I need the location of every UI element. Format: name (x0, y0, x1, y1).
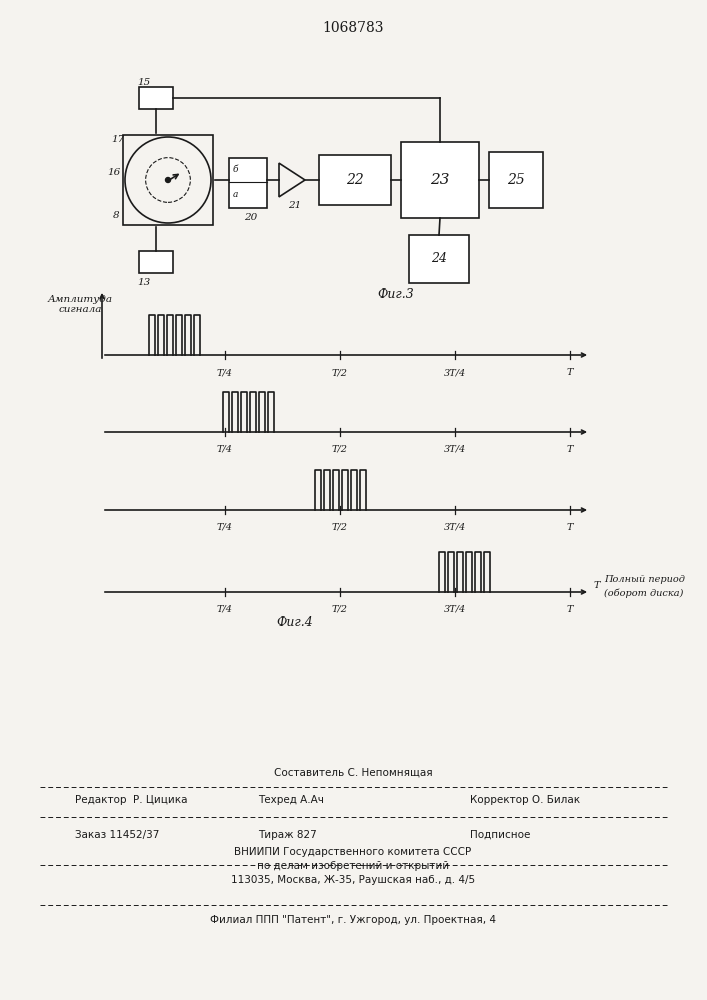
Text: 113035, Москва, Ж-35, Раушская наб., д. 4/5: 113035, Москва, Ж-35, Раушская наб., д. … (231, 875, 475, 885)
Text: 3Т/4: 3Т/4 (444, 445, 466, 454)
Text: Филиал ППП "Патент", г. Ужгород, ул. Проектная, 4: Филиал ППП "Патент", г. Ужгород, ул. Про… (210, 915, 496, 925)
Text: Редактор  Р. Цицика: Редактор Р. Цицика (75, 795, 187, 805)
Text: Фиг.3: Фиг.3 (378, 288, 414, 302)
Text: (оборот диска): (оборот диска) (604, 588, 684, 598)
Text: 16: 16 (107, 168, 120, 177)
Text: Составитель С. Непомнящая: Составитель С. Непомнящая (274, 768, 432, 778)
Text: 3Т/4: 3Т/4 (444, 368, 466, 377)
Text: Тираж 827: Тираж 827 (258, 830, 317, 840)
Text: 13: 13 (137, 278, 151, 287)
Text: Т/2: Т/2 (332, 605, 348, 614)
Text: 22: 22 (346, 173, 364, 187)
Circle shape (165, 178, 170, 182)
Text: Т/2: Т/2 (332, 368, 348, 377)
FancyBboxPatch shape (489, 152, 543, 208)
Text: Техред А.Ач: Техред А.Ач (258, 795, 324, 805)
Text: Т: Т (594, 581, 600, 590)
FancyBboxPatch shape (229, 158, 267, 208)
FancyBboxPatch shape (139, 87, 173, 109)
Text: Т/4: Т/4 (217, 605, 233, 614)
FancyBboxPatch shape (139, 251, 173, 273)
Text: Фиг.4: Фиг.4 (276, 615, 313, 629)
Text: a: a (233, 190, 238, 199)
Text: 15: 15 (137, 78, 151, 87)
Text: 17: 17 (111, 135, 124, 144)
FancyBboxPatch shape (409, 235, 469, 283)
Text: 8: 8 (113, 211, 119, 220)
Text: 24: 24 (431, 252, 447, 265)
Text: Т: Т (567, 445, 573, 454)
Text: Т: Т (567, 605, 573, 614)
Text: 3Т/4: 3Т/4 (444, 523, 466, 532)
FancyBboxPatch shape (401, 142, 479, 218)
Text: 1068783: 1068783 (322, 21, 384, 35)
Text: Т/4: Т/4 (217, 445, 233, 454)
Text: 3Т/4: 3Т/4 (444, 605, 466, 614)
Text: Т: Т (567, 368, 573, 377)
Text: Т/4: Т/4 (217, 523, 233, 532)
Text: по делам изобретений и открытий: по делам изобретений и открытий (257, 861, 449, 871)
Text: Т/2: Т/2 (332, 445, 348, 454)
Text: Т/2: Т/2 (332, 523, 348, 532)
Text: ВНИИПИ Государственного комитета СССР: ВНИИПИ Государственного комитета СССР (235, 847, 472, 857)
Text: б: б (233, 164, 238, 174)
Text: Амплитуда
сигнала: Амплитуда сигнала (47, 295, 112, 314)
Text: 23: 23 (431, 173, 450, 187)
Text: Полный период: Полный период (604, 575, 685, 584)
Text: Корректор О. Билак: Корректор О. Билак (470, 795, 580, 805)
Text: Подписное: Подписное (470, 830, 530, 840)
FancyBboxPatch shape (319, 155, 391, 205)
Text: 25: 25 (507, 173, 525, 187)
Text: Заказ 11452/37: Заказ 11452/37 (75, 830, 159, 840)
Text: Т: Т (567, 523, 573, 532)
Text: 21: 21 (288, 201, 301, 210)
Text: 20: 20 (244, 213, 257, 222)
Text: Т/4: Т/4 (217, 368, 233, 377)
